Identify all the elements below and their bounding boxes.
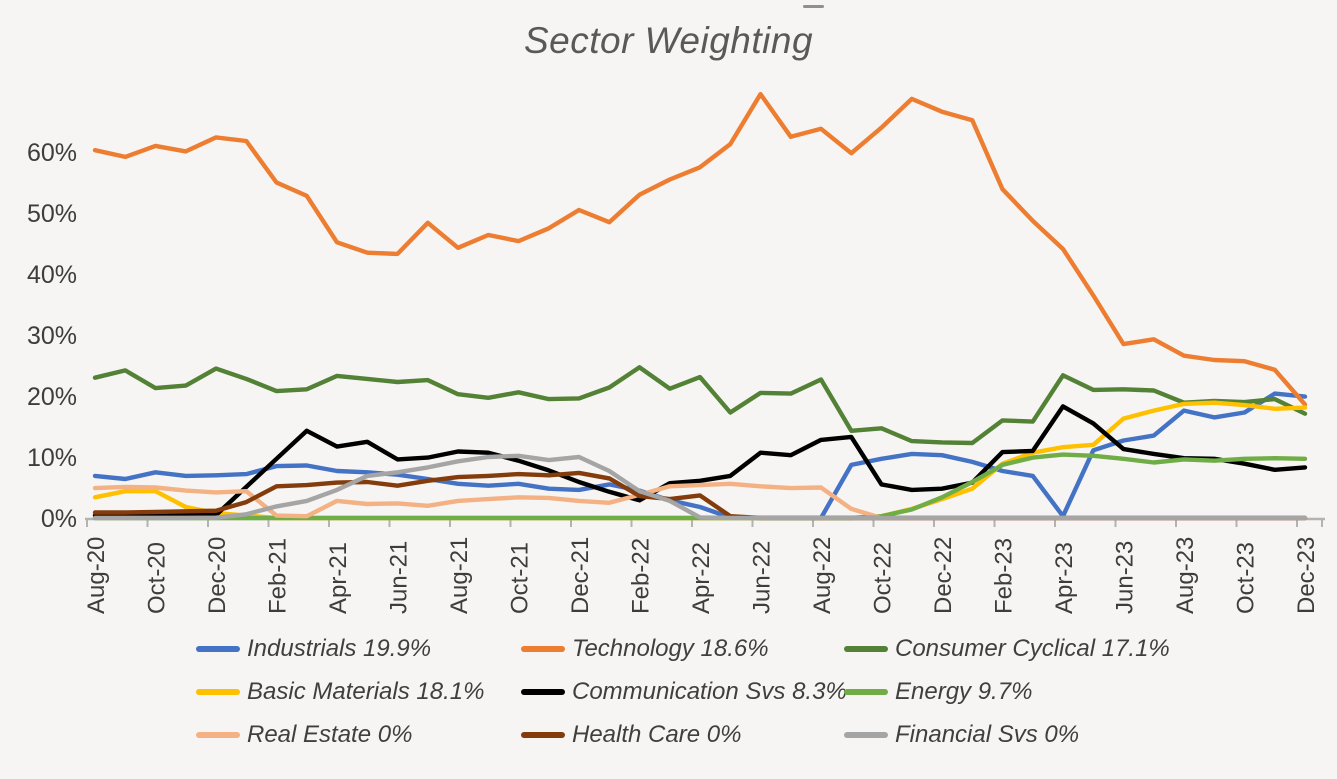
legend-swatch-icon <box>196 646 240 652</box>
legend-item: Communication Svs 8.3% <box>521 677 847 707</box>
series-line-real-estate <box>92 481 1308 521</box>
x-axis-tick-label: Dec-21 <box>567 537 594 614</box>
y-axis-tick-label: 40% <box>27 261 77 289</box>
legend-item: Technology 18.6% <box>521 634 844 664</box>
legend-item: Health Care 0% <box>521 720 844 750</box>
legend-swatch-icon <box>521 689 565 695</box>
legend-item: Consumer Cyclical 17.1% <box>844 634 1174 664</box>
legend-swatch-icon <box>844 646 888 652</box>
chart-title: Sector Weighting <box>523 20 814 61</box>
series-line-industrials <box>92 391 1308 521</box>
legend-item: Financial Svs 0% <box>844 720 1174 750</box>
x-axis-tick-label: Dec-22 <box>930 537 957 614</box>
legend-item: Industrials 19.9% <box>196 634 521 664</box>
legend-swatch-icon <box>521 646 565 652</box>
y-axis-tick-label: 30% <box>27 322 77 350</box>
legend-label: Consumer Cyclical 17.1% <box>895 635 1170 662</box>
legend-swatch-icon <box>844 689 888 695</box>
x-axis-tick-label: Aug-20 <box>83 537 110 614</box>
legend-label: Basic Materials 18.1% <box>247 678 485 705</box>
y-axis-tick-label: 50% <box>27 200 77 228</box>
x-axis-tick-label: Dec-23 <box>1293 537 1320 614</box>
y-axis-tick-label: 20% <box>27 383 77 411</box>
legend-swatch-icon <box>844 732 888 738</box>
legend-label: Health Care 0% <box>572 721 742 748</box>
x-axis-tick-label: Apr-21 <box>325 542 352 614</box>
x-axis-tick-label: Oct-21 <box>507 542 534 614</box>
y-axis-tick-label: 60% <box>27 139 77 167</box>
legend-item: Real Estate 0% <box>196 720 521 750</box>
legend-label: Technology 18.6% <box>572 635 769 662</box>
x-axis-tick-label: Aug-22 <box>809 537 836 614</box>
legend-label: Communication Svs 8.3% <box>572 678 847 705</box>
series-line-financial-svs <box>92 453 1308 521</box>
legend-item: Energy 9.7% <box>844 677 1174 707</box>
x-axis-tick-label: Oct-22 <box>870 542 897 614</box>
series-line-consumer-cyclical <box>92 365 1308 446</box>
x-axis-tick-label: Feb-23 <box>991 538 1018 614</box>
legend-label: Industrials 19.9% <box>247 635 432 662</box>
legend-item: Basic Materials 18.1% <box>196 677 521 707</box>
x-axis-tick-label: Jun-23 <box>1112 541 1139 614</box>
y-axis-tick-label: 10% <box>27 444 77 472</box>
legend-label: Financial Svs 0% <box>895 721 1080 748</box>
x-axis-tick-label: Oct-20 <box>144 542 171 614</box>
top-dash-mark <box>803 5 824 8</box>
legend-swatch-icon <box>196 732 240 738</box>
legend-label: Energy 9.7% <box>895 678 1033 705</box>
x-axis-tick-label: Aug-23 <box>1172 537 1199 614</box>
series-line-technology <box>92 91 1308 407</box>
x-axis-tick-label: Apr-22 <box>688 542 715 614</box>
x-axis-tick-label: Aug-21 <box>446 537 473 614</box>
x-axis-tick-label: Apr-23 <box>1051 542 1078 614</box>
x-axis-tick-label: Jun-21 <box>386 541 413 614</box>
legend-swatch-icon <box>196 689 240 695</box>
x-axis-tick-label: Feb-21 <box>265 538 292 614</box>
legend: Industrials 19.9% Technology 18.6% Consu… <box>196 634 1206 750</box>
legend-label: Real Estate 0% <box>247 721 413 748</box>
x-axis-tick-label: Jun-22 <box>749 541 776 614</box>
y-axis-tick-label: 0% <box>41 505 77 533</box>
x-axis-tick-label: Feb-22 <box>628 538 655 614</box>
x-axis-tick-label: Oct-23 <box>1233 542 1260 614</box>
series-line-communication-svs <box>92 404 1308 518</box>
legend-swatch-icon <box>521 732 565 738</box>
x-axis-tick-label: Dec-20 <box>204 537 231 614</box>
